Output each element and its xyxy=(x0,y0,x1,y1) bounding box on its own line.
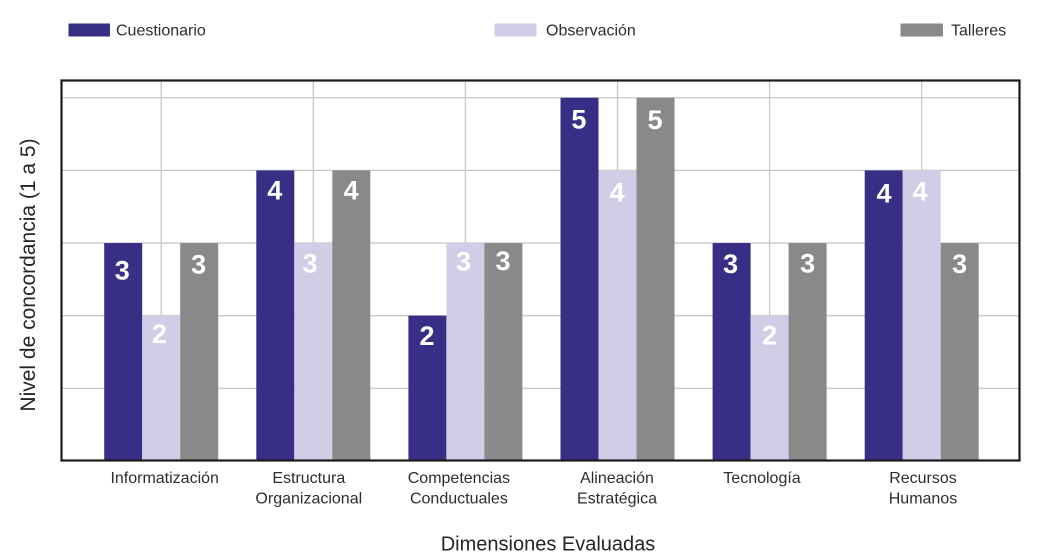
svg-text:Competencias: Competencias xyxy=(408,470,510,487)
svg-text:3: 3 xyxy=(723,249,738,279)
svg-text:Conductuales: Conductuales xyxy=(410,491,508,508)
svg-text:Informatización: Informatización xyxy=(110,470,219,487)
svg-text:2: 2 xyxy=(152,319,167,349)
svg-text:3: 3 xyxy=(115,256,130,286)
svg-text:4: 4 xyxy=(344,176,359,206)
svg-text:Estructura: Estructura xyxy=(272,470,345,487)
svg-text:3: 3 xyxy=(191,250,206,280)
svg-text:Estratégica: Estratégica xyxy=(577,491,657,508)
svg-text:Recursos: Recursos xyxy=(889,470,957,487)
svg-text:3: 3 xyxy=(495,246,510,276)
svg-text:2: 2 xyxy=(419,321,434,351)
svg-text:4: 4 xyxy=(610,177,625,207)
svg-text:3: 3 xyxy=(456,246,471,276)
svg-text:Nivel de concordancia (1 a 5): Nivel de concordancia (1 a 5) xyxy=(17,138,40,411)
svg-text:Talleres: Talleres xyxy=(951,23,1006,40)
svg-text:Humanos: Humanos xyxy=(889,491,957,508)
svg-text:Dimensiones Evaluadas: Dimensiones Evaluadas xyxy=(441,534,656,556)
svg-text:5: 5 xyxy=(647,105,662,135)
svg-text:5: 5 xyxy=(571,105,586,135)
svg-text:Tecnología: Tecnología xyxy=(723,470,800,487)
svg-text:Organizacional: Organizacional xyxy=(255,491,362,508)
svg-text:4: 4 xyxy=(912,177,927,207)
svg-text:3: 3 xyxy=(302,248,317,278)
svg-text:Cuestionario: Cuestionario xyxy=(116,23,206,40)
svg-text:4: 4 xyxy=(267,176,282,206)
svg-text:Observación: Observación xyxy=(546,23,636,40)
svg-text:3: 3 xyxy=(800,248,815,278)
svg-text:Alineación: Alineación xyxy=(580,470,654,487)
svg-text:3: 3 xyxy=(952,249,967,279)
svg-text:2: 2 xyxy=(762,321,777,351)
svg-text:4: 4 xyxy=(876,179,891,209)
